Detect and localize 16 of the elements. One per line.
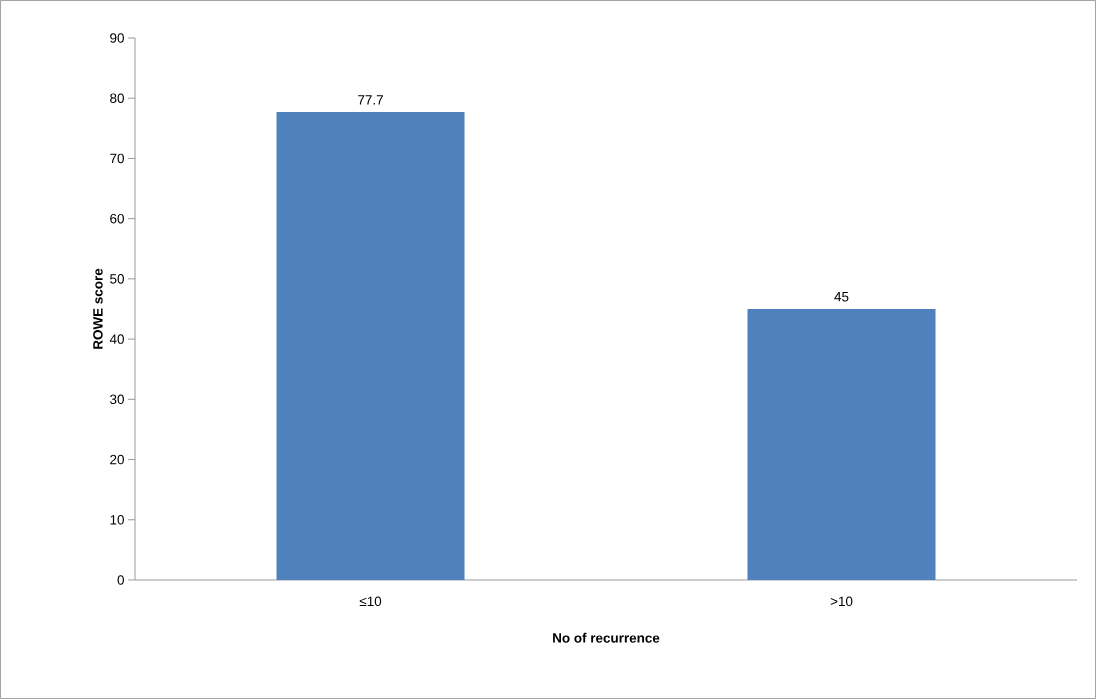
y-tick-label: 80 (110, 93, 124, 103)
data-label: 45 (834, 292, 849, 302)
y-tick-label: 90 (110, 33, 124, 43)
data-label: 77.7 (358, 95, 383, 105)
y-tick-label: 20 (110, 454, 124, 465)
y-tick-label: 0 (117, 575, 124, 585)
y-tick-label: 40 (109, 334, 124, 344)
y-tick-label: 50 (110, 274, 124, 284)
x-tick-label: >10 (830, 596, 853, 607)
y-tick-label: 60 (110, 213, 124, 224)
y-tick-label: 30 (110, 394, 124, 405)
y-tick-label: 10 (110, 515, 124, 525)
y-axis-title: ROWE score (93, 268, 103, 349)
x-axis-title: No of recurrence (553, 632, 660, 643)
x-tick-label: ≤10 (359, 596, 382, 607)
y-tick-label: 70 (110, 153, 124, 164)
